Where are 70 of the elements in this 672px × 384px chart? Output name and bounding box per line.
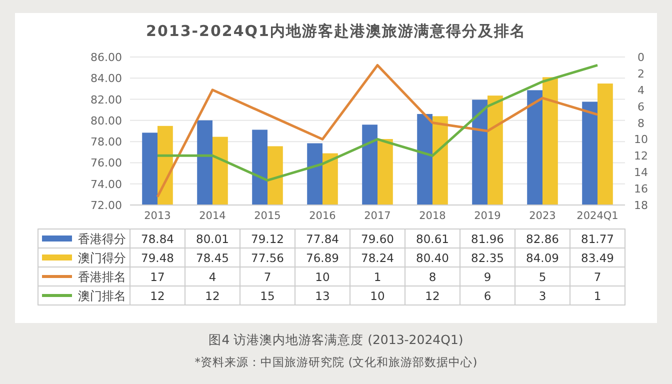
y2-tick-label: 12 [634,150,648,163]
y2-tick-label: 6 [638,100,644,114]
data-label: 82.35 [471,251,504,265]
y2-tick-label: 4 [638,84,644,97]
y-tick-label: 74.00 [90,178,122,191]
data-label: 81.77 [581,232,614,246]
legend-label: 香港排名 [78,270,126,284]
data-label: 3 [538,289,546,303]
y2-tick-label: 8 [638,116,644,130]
data-label: 12 [150,289,165,303]
data-label: 79.60 [361,232,394,246]
y2-tick-label: 18 [634,199,648,212]
data-label: 13 [315,289,330,303]
data-label: 15 [260,289,275,303]
data-label: 79.12 [251,232,284,246]
data-label: 12 [205,289,220,303]
data-label: 80.40 [416,251,449,265]
data-label: 78.24 [361,251,394,265]
y-tick-label: 80.00 [90,114,122,128]
legend-label: 澳门排名 [78,289,126,303]
x-tick-label: 2014 [199,210,226,222]
x-tick-label: 2015 [254,210,281,222]
data-label: 76.89 [306,251,339,265]
data-label: 8 [428,270,436,284]
y2-tick-label: 0 [638,51,644,64]
data-label: 12 [425,289,440,303]
data-label: 1 [374,270,382,284]
y-tick-label: 72.00 [90,199,122,212]
y2-tick-label: 14 [634,166,648,180]
data-label: 78.45 [196,251,229,265]
data-label: 9 [484,270,492,284]
data-label: 82.86 [526,232,559,246]
data-label: 80.61 [416,232,449,246]
x-tick-label: 2019 [474,210,501,222]
y-tick-label: 82.00 [90,93,122,106]
data-label: 7 [594,270,602,284]
y-tick-label: 86.00 [90,51,122,64]
y-tick-label: 78.00 [90,136,122,149]
data-label: 78.84 [141,232,174,246]
data-label: 10 [370,289,385,303]
x-tick-label: 2017 [364,210,391,222]
legend-label: 澳门得分 [78,251,126,265]
caption: 图4 访港澳内地游客满意度 (2013-2024Q1) [208,332,464,347]
x-tick-label: 2013 [144,210,171,222]
data-label: 1 [594,289,602,303]
y2-tick-label: 2 [638,67,644,80]
data-label: 77.56 [251,251,284,265]
data-label: 5 [538,270,546,284]
data-label: 80.01 [196,232,229,246]
x-tick-label: 2024Q1 [576,210,618,222]
data-label: 6 [484,289,492,303]
data-label: 79.48 [141,251,174,265]
y-tick-label: 76.00 [90,156,122,170]
data-label: 84.09 [526,251,559,265]
y2-tick-label: 16 [634,182,648,196]
y2-tick-label: 10 [634,133,648,146]
data-label: 4 [208,270,216,284]
data-label: 81.96 [471,232,504,246]
x-tick-label: 2016 [309,210,336,222]
data-label: 10 [315,270,330,284]
x-tick-label: 2018 [419,210,446,222]
data-label: 7 [264,270,272,284]
data-label: 77.84 [306,232,339,246]
legend-label: 香港得分 [78,232,126,246]
data-label: 83.49 [581,251,614,265]
data-label: 17 [150,270,165,284]
text: *资料来源：中国旅游研究院 (文化和旅游部数据中心) [194,355,478,369]
y-tick-label: 84.00 [90,72,122,86]
x-tick-label: 2023 [529,210,556,222]
chart-title: 2013-2024Q1内地游客赴港澳旅游满意得分及排名 [146,22,526,40]
